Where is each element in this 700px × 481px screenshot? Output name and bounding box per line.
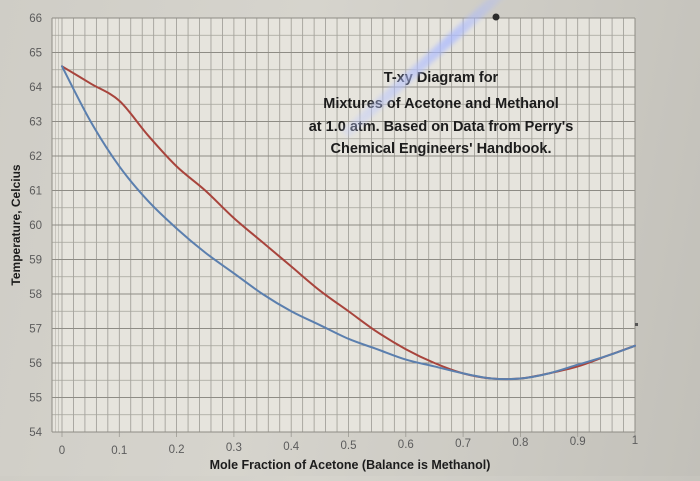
data-series: [61, 65, 636, 381]
y-tick-label: 55: [29, 393, 42, 405]
y-axis-tick-labels: 54 55 56 57 58 59 60 61 62 63 64 65 66: [29, 13, 42, 439]
x-axis-label: Mole Fraction of Acetone (Balance is Met…: [210, 458, 491, 472]
title-line-2: Mixtures of Acetone and Methanol: [323, 96, 559, 112]
y-tick-label: 59: [29, 255, 42, 267]
ink-dot-mark: [492, 13, 500, 21]
x-tick-label: 0.7: [455, 438, 471, 450]
x-tick-label: 0.8: [512, 437, 528, 449]
x-axis-tick-labels: 0 0.1 0.2 0.3 0.4 0.5 0.6 0.7 0.8 0.9 1: [59, 435, 638, 457]
y-tick-label: 58: [29, 289, 42, 301]
y-tick-label: 60: [29, 220, 42, 232]
x-tick-label: 0: [59, 445, 65, 457]
y-axis-label: Temperature, Celcius: [9, 164, 23, 285]
y-tick-label: 66: [29, 13, 42, 25]
y-tick-label: 56: [29, 358, 42, 370]
y-tick-label: 64: [29, 82, 42, 94]
liquid-curve: [61, 65, 636, 381]
x-tick-label: 0.2: [169, 444, 185, 456]
title-line-1: T-xy Diagram for: [384, 70, 499, 86]
y-tick-label: 63: [29, 117, 42, 129]
x-tick-label: 0.3: [226, 442, 242, 454]
y-tick-label: 65: [29, 48, 42, 60]
title-line-4: Chemical Engineers' Handbook.: [331, 141, 552, 157]
y-tick-label: 54: [29, 427, 42, 439]
x-tick-label: 1: [632, 435, 638, 447]
x-tick-label: 0.1: [111, 445, 127, 457]
title-line-3: at 1.0 atm. Based on Data from Perry's: [309, 119, 574, 135]
x-tick-label: 0.5: [341, 440, 357, 452]
x-tick-label: 0.9: [570, 436, 586, 448]
y-tick-label: 61: [29, 186, 42, 198]
x-tick-label: 0.6: [398, 439, 414, 451]
y-tick-label: 62: [29, 151, 42, 163]
x-tick-label: 0.4: [283, 441, 300, 453]
small-mark: [635, 323, 638, 326]
y-tick-label: 57: [29, 324, 42, 336]
